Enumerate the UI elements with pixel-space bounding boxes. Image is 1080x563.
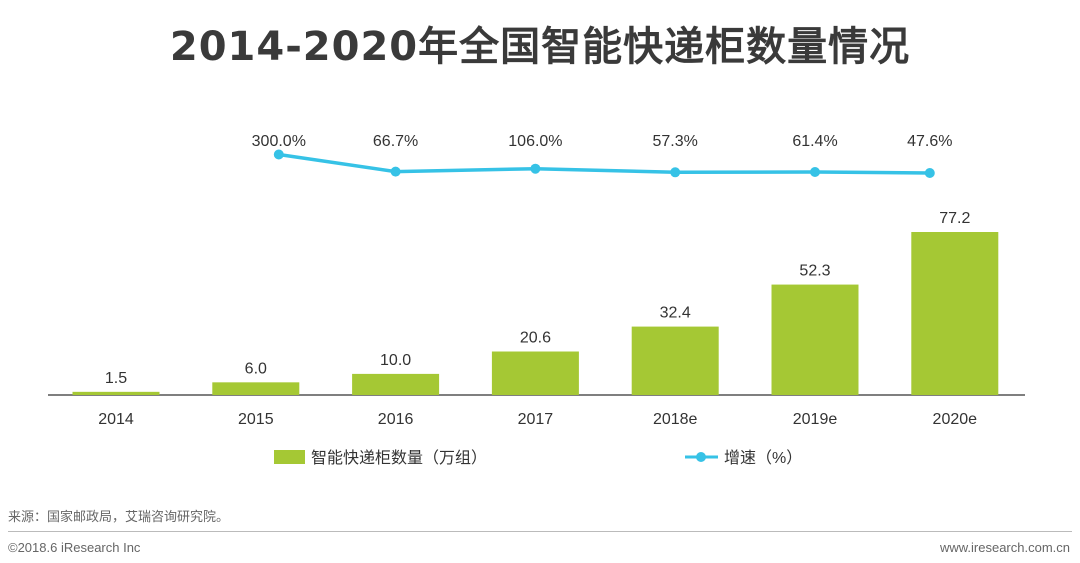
source-note: 来源：国家邮政局，艾瑞咨询研究院。 <box>8 509 230 524</box>
bar-value-label: 10.0 <box>380 352 411 369</box>
bar-value-label: 1.5 <box>105 370 127 387</box>
growth-point <box>670 167 681 178</box>
growth-label: 47.6% <box>907 133 952 150</box>
legend-line-label: 增速（%） <box>724 449 802 467</box>
x-tick-label: 2015 <box>238 411 274 428</box>
growth-point <box>390 166 401 177</box>
bar <box>72 391 160 395</box>
x-tick-label: 2018e <box>653 411 698 428</box>
chart: 1.5 2014 6.0 2015 10.0 2016 20.6 2017 32.4 2018e 5… <box>48 133 1025 467</box>
bar-value-label: 20.6 <box>520 330 551 347</box>
legend-bar-label: 智能快递柜数量（万组） <box>311 449 487 467</box>
legend-line-marker <box>696 452 706 462</box>
growth-label: 300.0% <box>252 133 306 150</box>
x-tick-label: 2017 <box>518 411 554 428</box>
bar-value-label: 6.0 <box>245 360 267 377</box>
bar-value-label: 32.4 <box>660 305 691 322</box>
growth-label: 57.3% <box>653 133 698 150</box>
bar <box>491 351 579 395</box>
growth-line <box>278 152 930 175</box>
x-tick-label: 2016 <box>378 411 414 428</box>
growth-label: 66.7% <box>373 133 418 150</box>
growth-label: 61.4% <box>792 133 837 150</box>
bar <box>771 284 859 395</box>
growth-point <box>530 163 541 174</box>
bar <box>911 232 999 395</box>
bar <box>352 373 440 395</box>
bar <box>212 382 300 395</box>
growth-point <box>810 166 820 177</box>
bar-value-label: 77.2 <box>939 210 970 227</box>
legend-bar-swatch <box>274 450 305 464</box>
x-tick-label: 2014 <box>98 411 134 428</box>
x-tick-label: 2020e <box>933 411 978 428</box>
growth-label: 106.0% <box>508 133 562 150</box>
bar-value-label: 52.3 <box>799 263 830 280</box>
growth-point <box>273 149 284 160</box>
x-tick-label: 2019e <box>793 411 838 428</box>
bar <box>631 326 719 395</box>
footer-divider <box>8 531 1072 532</box>
growth-point <box>924 168 935 178</box>
website: www.iresearch.com.cn <box>939 540 1070 555</box>
chart-title: 2014-2020年全国智能快递柜数量情况 <box>169 24 911 70</box>
copyright: ©2018.6 iResearch Inc <box>8 540 141 555</box>
